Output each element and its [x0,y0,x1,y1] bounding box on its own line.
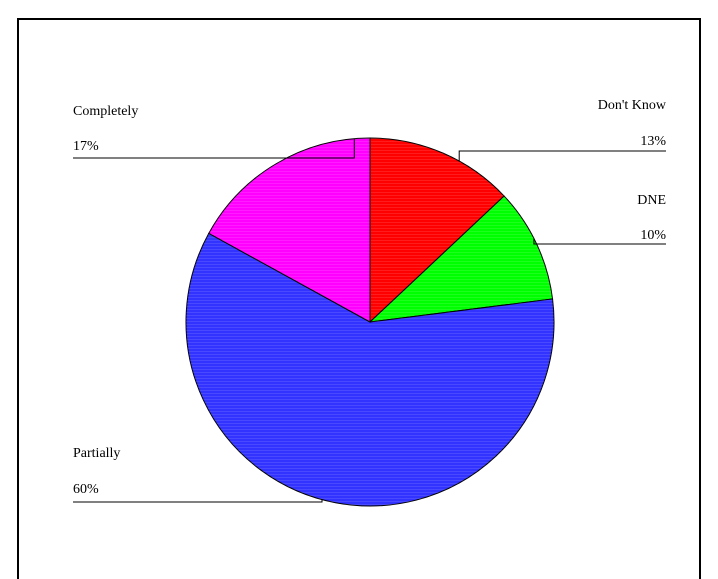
slice-percent-dne: 10% [640,228,666,243]
slice-label-completely: Completely [73,104,138,119]
pie-slice-texture-partially [186,233,555,507]
pie-slice-texture-completely [208,138,370,322]
slice-label-dne: DNE [637,193,666,208]
slice-percent-completely: 17% [73,139,99,154]
slice-label-partially: Partially [73,446,120,461]
slice-label-don-t-know: Don't Know [598,98,667,113]
slice-percent-partially: 60% [73,482,99,497]
leader-line-completely [73,138,355,159]
leader-line-don-t-know [458,150,666,162]
pie-slice-texture-don-t-know [370,138,505,322]
slice-percent-don-t-know: 13% [640,134,666,149]
pie-slice-texture-dne [370,196,553,322]
leader-line-dne [533,238,666,245]
leader-line-partially [73,499,323,503]
